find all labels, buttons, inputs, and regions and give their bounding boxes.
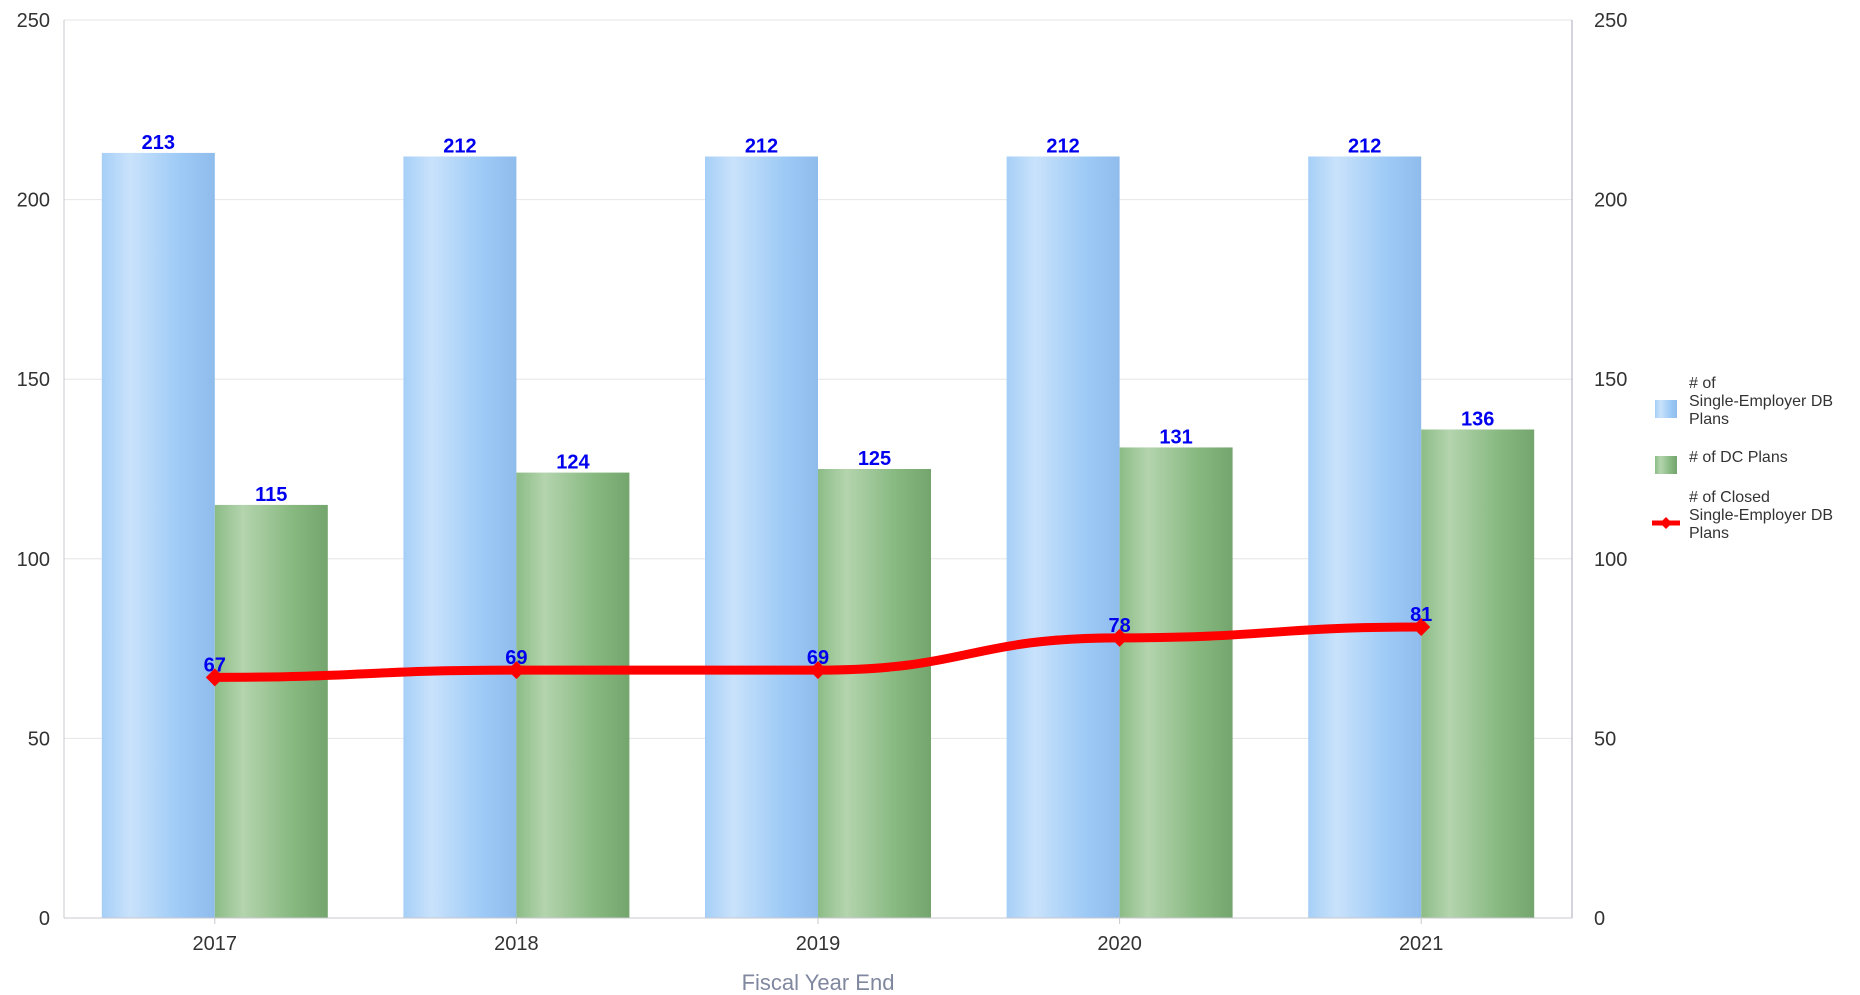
bar — [818, 469, 931, 918]
x-tick-label: 2021 — [1399, 933, 1444, 955]
bar-data-label: 212 — [1046, 135, 1079, 157]
y-tick-label-left: 250 — [17, 10, 50, 32]
bar — [1421, 429, 1535, 918]
bar — [516, 472, 630, 918]
line-marker — [507, 661, 526, 680]
y-tick-label-right: 200 — [1594, 190, 1627, 212]
line-series — [205, 618, 1431, 687]
legend-swatch — [1655, 400, 1677, 418]
legend-label: Plans — [1689, 525, 1729, 542]
line-marker — [1412, 618, 1431, 637]
x-tick-label: 2020 — [1097, 933, 1142, 955]
legend-label: Single-Employer DB — [1689, 507, 1833, 524]
bars — [101, 152, 1535, 919]
line-data-label: 69 — [807, 647, 829, 669]
line-data-label: 78 — [1108, 615, 1130, 637]
axes: 0 50 100 150 200 250 0 50 100 150 200 250 2017 2018 20… — [17, 10, 1628, 955]
bar — [1308, 156, 1422, 919]
bar-data-label: 124 — [556, 452, 590, 474]
line-data-label: 67 — [204, 654, 226, 676]
legend-marker — [1660, 517, 1672, 529]
x-tick-label: 2018 — [494, 933, 539, 955]
bar-data-label: 125 — [858, 448, 891, 470]
bar-data-label: 212 — [745, 135, 778, 157]
y-tick-label-left: 200 — [17, 190, 50, 212]
legend-label: Plans — [1689, 411, 1729, 428]
x-tick-label: 2019 — [796, 933, 841, 955]
line-marker — [809, 661, 827, 680]
legend-label: Single-Employer DB — [1689, 393, 1833, 410]
y-tick-label-right: 0 — [1594, 908, 1605, 930]
line-marker — [205, 668, 224, 687]
y-tick-label-left: 150 — [17, 369, 50, 391]
bar — [1006, 156, 1120, 919]
bar-data-label: 115 — [255, 484, 287, 506]
y-tick-label-left: 50 — [28, 728, 50, 750]
legend-label: # of DC Plans — [1689, 449, 1788, 466]
line-data-label: 69 — [505, 647, 527, 669]
bar-data-label: 212 — [443, 135, 476, 157]
bar — [214, 504, 328, 918]
legend-swatch — [1655, 456, 1677, 474]
line-marker — [1110, 628, 1129, 647]
bar-data-label: 131 — [1159, 426, 1192, 448]
data-labels: 213 115 212 124 212 125 212 131 212 136 67 69 69 78 81 — [142, 132, 1495, 676]
y-tick-label-left: 100 — [17, 549, 50, 571]
x-axis-title: Fiscal Year End — [742, 970, 895, 995]
bar — [705, 156, 818, 919]
y-tick-label-right: 100 — [1594, 549, 1627, 571]
bar — [1119, 447, 1233, 918]
y-tick-label-left: 0 — [39, 908, 50, 930]
bar — [101, 152, 215, 919]
bar-data-label: 136 — [1461, 408, 1494, 430]
bar-data-label: 213 — [142, 132, 175, 154]
y-tick-label-right: 50 — [1594, 728, 1616, 750]
y-tick-label-right: 250 — [1594, 10, 1627, 32]
legend-label: # of — [1689, 375, 1716, 392]
x-tick-label: 2017 — [193, 933, 238, 955]
bar — [403, 156, 517, 919]
bar-data-label: 212 — [1348, 135, 1381, 157]
line-data-label: 81 — [1410, 604, 1432, 626]
legend-label: # of Closed — [1689, 489, 1770, 506]
y-tick-label-right: 150 — [1594, 369, 1627, 391]
